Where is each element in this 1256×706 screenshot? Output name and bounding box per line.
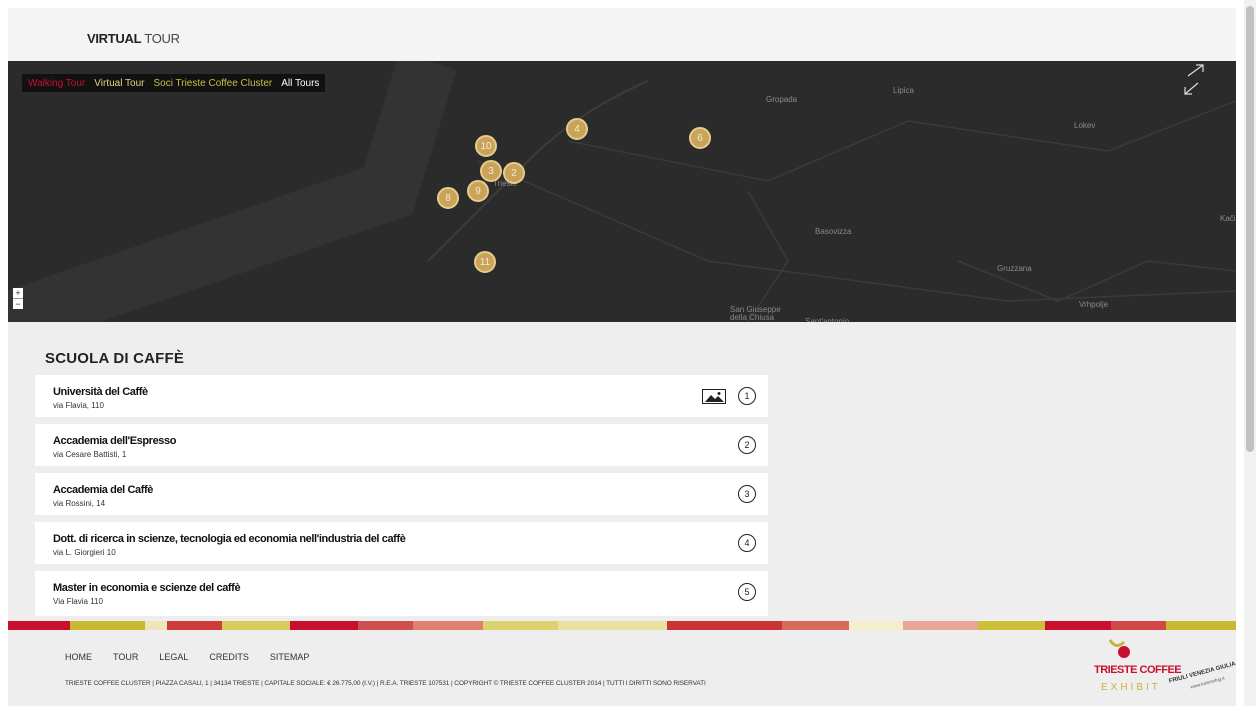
map-place-label: Lipica [893, 86, 914, 95]
gallery-icon-image [705, 392, 724, 402]
footer-nav-link[interactable]: SITEMAP [269, 652, 310, 662]
map-marker[interactable]: 6 [689, 127, 711, 149]
title-bold: VIRTUAL [87, 31, 142, 46]
logo-top: TRIESTE COFFEE [1094, 664, 1182, 676]
map-marker[interactable]: 8 [437, 187, 459, 209]
map-marker[interactable]: 2 [503, 162, 525, 184]
footer-nav-link[interactable]: CREDITS [209, 652, 249, 662]
item-name: Accademia del Caffè [53, 484, 153, 496]
map-place-label: Vrhpolje [1079, 300, 1109, 309]
footer-nav-link[interactable]: LEGAL [159, 652, 189, 662]
section-title: SCUOLA DI CAFFÈ [45, 350, 185, 367]
item-number: 3 [738, 485, 756, 503]
tour-tab[interactable]: All Tours [281, 77, 320, 89]
item-number: 2 [738, 436, 756, 454]
item-name: Master in economia e scienze del caffè [53, 582, 241, 594]
map-place-label: Lokev [1074, 121, 1096, 130]
scrollbar-thumb[interactable] [1246, 6, 1254, 452]
logo-bottom: EXHIBIT [1101, 682, 1161, 693]
item-number: 4 [738, 534, 756, 552]
legal-text: TRIESTE COFFEE CLUSTER | PIAZZA CASALI, … [65, 680, 706, 687]
title-light: TOUR [144, 31, 180, 46]
map-place-label: San Giuseppe della Chiusa [730, 305, 781, 322]
list-item[interactable]: Accademia dell'Espresso via Cesare Battis… [35, 424, 768, 466]
map[interactable]: Walking Tour Virtual Tour Soci Trieste Cof… [8, 61, 1236, 322]
gallery-icon[interactable] [702, 389, 726, 404]
item-name: Accademia dell'Espresso [53, 435, 177, 447]
tour-tabs: Walking Tour Virtual Tour Soci Trieste Cof… [22, 74, 326, 92]
map-place-label: Kačice [1220, 214, 1236, 223]
map-marker[interactable]: 9 [467, 180, 489, 202]
map-place-label: Trieste [493, 179, 518, 188]
color-stripe [8, 621, 1236, 630]
footer: HOME TOUR LEGAL CREDITS SITEMAP TRIESTE COFF… [8, 630, 1236, 706]
item-address: via Rossini, 14 [53, 499, 106, 508]
list-item[interactable]: Dott. di ricerca in scienze, tecnologia … [35, 522, 768, 564]
tour-tab[interactable]: Walking Tour [28, 77, 86, 89]
list-item[interactable]: Università del Caffè via Flavia, 110 1 [35, 375, 768, 417]
item-name: Università del Caffè [53, 386, 148, 398]
item-address: Via Flavia 110 [53, 597, 103, 606]
zoom-out[interactable]: − [13, 298, 23, 309]
item-number: 5 [738, 583, 756, 601]
tour-tab[interactable]: Soci Trieste Coffee Cluster [153, 77, 273, 89]
item-address: via Flavia, 110 [53, 401, 104, 410]
footer-nav: HOME TOUR LEGAL CREDITS SITEMAP [65, 652, 309, 662]
map-place-label: Gropada [766, 95, 798, 104]
item-address: via L. Giorgieri 10 [53, 548, 116, 557]
map-marker[interactable]: 11 [474, 251, 496, 273]
item-number: 1 [738, 387, 756, 405]
zoom-control: + − [13, 288, 23, 309]
list-item[interactable]: Master in economia e scienze del caffè Vi… [35, 571, 768, 616]
map-marker[interactable]: 10 [475, 135, 497, 157]
map-roads [8, 61, 1236, 322]
zoom-in[interactable]: + [15, 288, 21, 298]
item-address: via Cesare Battisti, 1 [53, 450, 127, 459]
map-place-label: Sant'antonio [805, 317, 850, 322]
header [8, 8, 1236, 61]
map-marker[interactable]: 3 [480, 160, 502, 182]
footer-nav-link[interactable]: HOME [65, 652, 92, 662]
footer-nav-link[interactable]: TOUR [113, 652, 139, 662]
tour-tab[interactable]: Virtual Tour [94, 77, 145, 89]
list-item[interactable]: Accademia del Caffè via Rossini, 14 3 [35, 473, 768, 515]
page-title: VIRTUAL TOUR [87, 31, 180, 46]
map-place-label: Gruzzana [997, 264, 1032, 273]
map-marker[interactable]: 4 [566, 118, 588, 140]
map-place-label: Basovizza [815, 227, 852, 236]
item-name: Dott. di ricerca in scienze, tecnologia … [53, 533, 406, 545]
logo-icon [1108, 639, 1130, 658]
